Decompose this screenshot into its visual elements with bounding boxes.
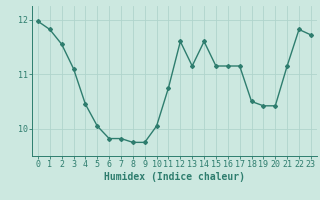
X-axis label: Humidex (Indice chaleur): Humidex (Indice chaleur) bbox=[104, 172, 245, 182]
